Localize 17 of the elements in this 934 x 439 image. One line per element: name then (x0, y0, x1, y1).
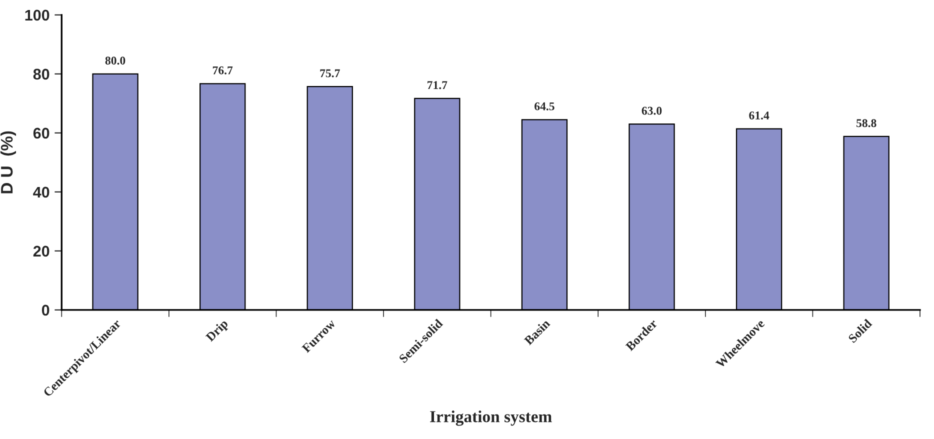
data-label: 80.0 (105, 56, 126, 65)
data-label: 61.4 (749, 112, 770, 120)
y-axis-title: D U (%) (0, 131, 16, 194)
data-label: 75.7 (320, 69, 340, 78)
y-tick-label: 20 (33, 246, 50, 257)
y-tick-label: 60 (33, 128, 50, 139)
x-tick-label: Drip (205, 318, 230, 344)
y-tick-label: 0 (42, 304, 50, 316)
data-label: 58.8 (856, 119, 876, 128)
y-tick-label: 80 (33, 68, 50, 80)
y-tick-label: 100 (25, 10, 50, 21)
data-label: 76.7 (212, 66, 233, 74)
x-axis-title: Irrigation system (430, 410, 552, 426)
y-tick-label: 40 (33, 186, 50, 198)
data-label: 71.7 (428, 81, 448, 90)
data-label: 64.5 (534, 102, 554, 110)
data-label: 63.0 (642, 106, 662, 115)
